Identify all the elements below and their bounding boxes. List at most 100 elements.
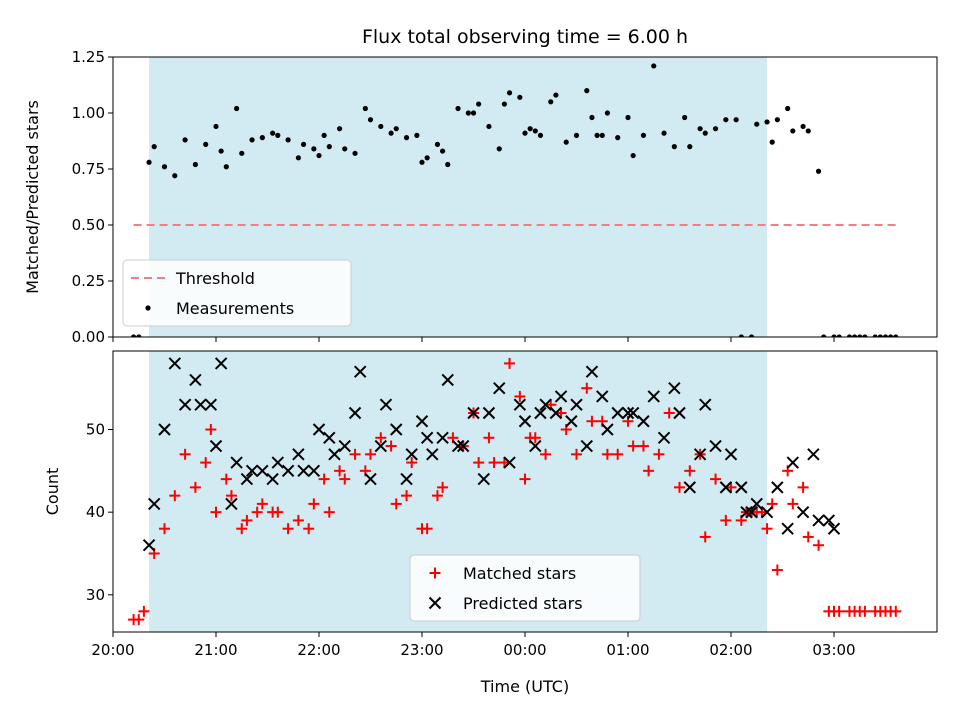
- bottom-series-0-point: [571, 448, 582, 460]
- bottom-series-0-point: [771, 564, 783, 576]
- bottom-series-1-point: [266, 472, 279, 486]
- bottom-series-0-point: [318, 473, 330, 485]
- top-series-0-point: [769, 139, 775, 145]
- top-series-0-point: [599, 132, 605, 138]
- bottom-series-1-point: [297, 464, 310, 478]
- top-series-0-point: [764, 119, 770, 125]
- top-series-0-point: [223, 164, 229, 170]
- bottom-series-0-point: [514, 390, 526, 402]
- bottom-series-1-point: [312, 423, 326, 436]
- bottom-series-0-point: [761, 523, 773, 535]
- top-series-0-point: [872, 334, 878, 337]
- bottom-series-0-point: [138, 605, 150, 617]
- top-series-0-point: [203, 141, 209, 147]
- legend-entry: Matched stars: [463, 564, 576, 583]
- top-series-0-point: [403, 135, 410, 141]
- top-series-0-point: [295, 155, 301, 161]
- bottom-series-1-point: [271, 456, 285, 469]
- bottom-series-1-point: [323, 431, 336, 444]
- top-series-0-point: [172, 173, 178, 179]
- bottom-series-0-point: [390, 498, 402, 510]
- bottom-series-1-point: [281, 464, 295, 478]
- legend-box: [122, 259, 352, 327]
- top-series-0-point: [805, 128, 811, 134]
- bottom-series-0-point: [220, 473, 232, 485]
- bottom-series-1-point: [827, 522, 841, 535]
- top-series-0-point: [136, 334, 142, 337]
- bottom-series-1-point: [626, 406, 640, 420]
- top-series-0-point: [311, 146, 317, 152]
- bottom-series-1-point: [621, 406, 635, 420]
- top-series-0-point: [589, 114, 595, 121]
- bottom-series-0-point: [519, 473, 531, 485]
- top-series-0-point: [527, 126, 533, 132]
- bottom-series-1-point: [637, 415, 650, 428]
- top-series-0-point: [234, 105, 240, 112]
- top-series-0-point: [151, 144, 157, 150]
- top-series-0-point: [326, 144, 332, 150]
- bottom-series-1-point: [328, 448, 341, 461]
- bottom-series-0-point: [292, 514, 304, 526]
- top-series-0-point: [501, 101, 507, 107]
- bottom-series-1-point: [493, 381, 506, 395]
- bottom-series-1-point: [771, 481, 784, 494]
- top-series-0-point: [821, 334, 827, 337]
- bottom-series-0-point: [637, 440, 649, 452]
- bottom-series-0-point: [308, 498, 320, 510]
- top-series-0-point: [712, 126, 719, 132]
- bottom-series-1-point: [230, 456, 243, 469]
- bottom-y-tick-label: 30: [86, 586, 105, 604]
- top-y-tick-label: 1.25: [72, 48, 105, 66]
- bottom-series-0-point: [540, 448, 552, 460]
- top-series-0-point: [800, 123, 806, 130]
- top-points: [131, 63, 899, 337]
- bottom-series-0-point: [725, 481, 737, 493]
- top-series-0-point: [615, 135, 621, 141]
- bottom-series-1-point: [683, 481, 697, 494]
- bottom-series-0-point: [200, 457, 212, 469]
- bottom-series-0-point: [504, 357, 516, 369]
- bottom-series-1-point: [245, 464, 259, 478]
- bottom-series-1-point: [390, 423, 403, 436]
- top-series-0-point: [218, 148, 224, 154]
- top-series-0-point: [470, 110, 477, 116]
- bottom-series-1-point: [549, 406, 563, 420]
- bottom-series-0-point: [859, 605, 871, 617]
- bottom-series-1-point: [426, 448, 439, 461]
- bottom-series-1-point: [786, 456, 800, 469]
- bottom-series-1-point: [209, 439, 223, 453]
- bottom-series-1-point: [760, 505, 774, 519]
- legend-entry: Predicted stars: [463, 594, 583, 613]
- top-series-0-point: [388, 130, 394, 136]
- bottom-y-axis-label: Count: [43, 468, 62, 516]
- top-y-tick-label: 0.50: [72, 216, 105, 234]
- top-series-0-point: [862, 334, 868, 337]
- top-series-0-point: [671, 144, 677, 150]
- bottom-y-tick-label: 50: [86, 421, 105, 439]
- top-series-0-point: [625, 114, 631, 121]
- bottom-series-1-point: [807, 448, 820, 461]
- top-y-tick-label: 0.75: [72, 160, 105, 178]
- top-series-0-point: [785, 105, 791, 112]
- x-tick-label: 20:00: [91, 641, 134, 659]
- bottom-series-0-point: [627, 440, 639, 452]
- bottom-series-0-point: [159, 523, 170, 535]
- bottom-series-0-point: [431, 490, 443, 502]
- top-series-0-point: [532, 128, 538, 134]
- bottom-series-0-point: [251, 506, 263, 518]
- top-series-0-point: [687, 144, 693, 150]
- top-series-0-point: [733, 117, 739, 123]
- bottom-series-1-point: [467, 406, 480, 420]
- top-series-0-point: [563, 139, 569, 145]
- bottom-series-1-point: [554, 390, 568, 403]
- bottom-series-0-point: [643, 465, 655, 477]
- bottom-series-1-point: [570, 398, 583, 411]
- bottom-series-0-point: [282, 523, 294, 535]
- bottom-series-1-point: [379, 398, 393, 411]
- bottom-legend: Matched stars Predicted stars: [409, 554, 641, 622]
- top-series-0-point: [316, 152, 322, 159]
- top-series-0-point: [275, 132, 281, 138]
- top-series-0-point: [573, 132, 580, 138]
- bottom-series-1-point: [307, 464, 321, 478]
- top-series-0-point: [661, 130, 667, 136]
